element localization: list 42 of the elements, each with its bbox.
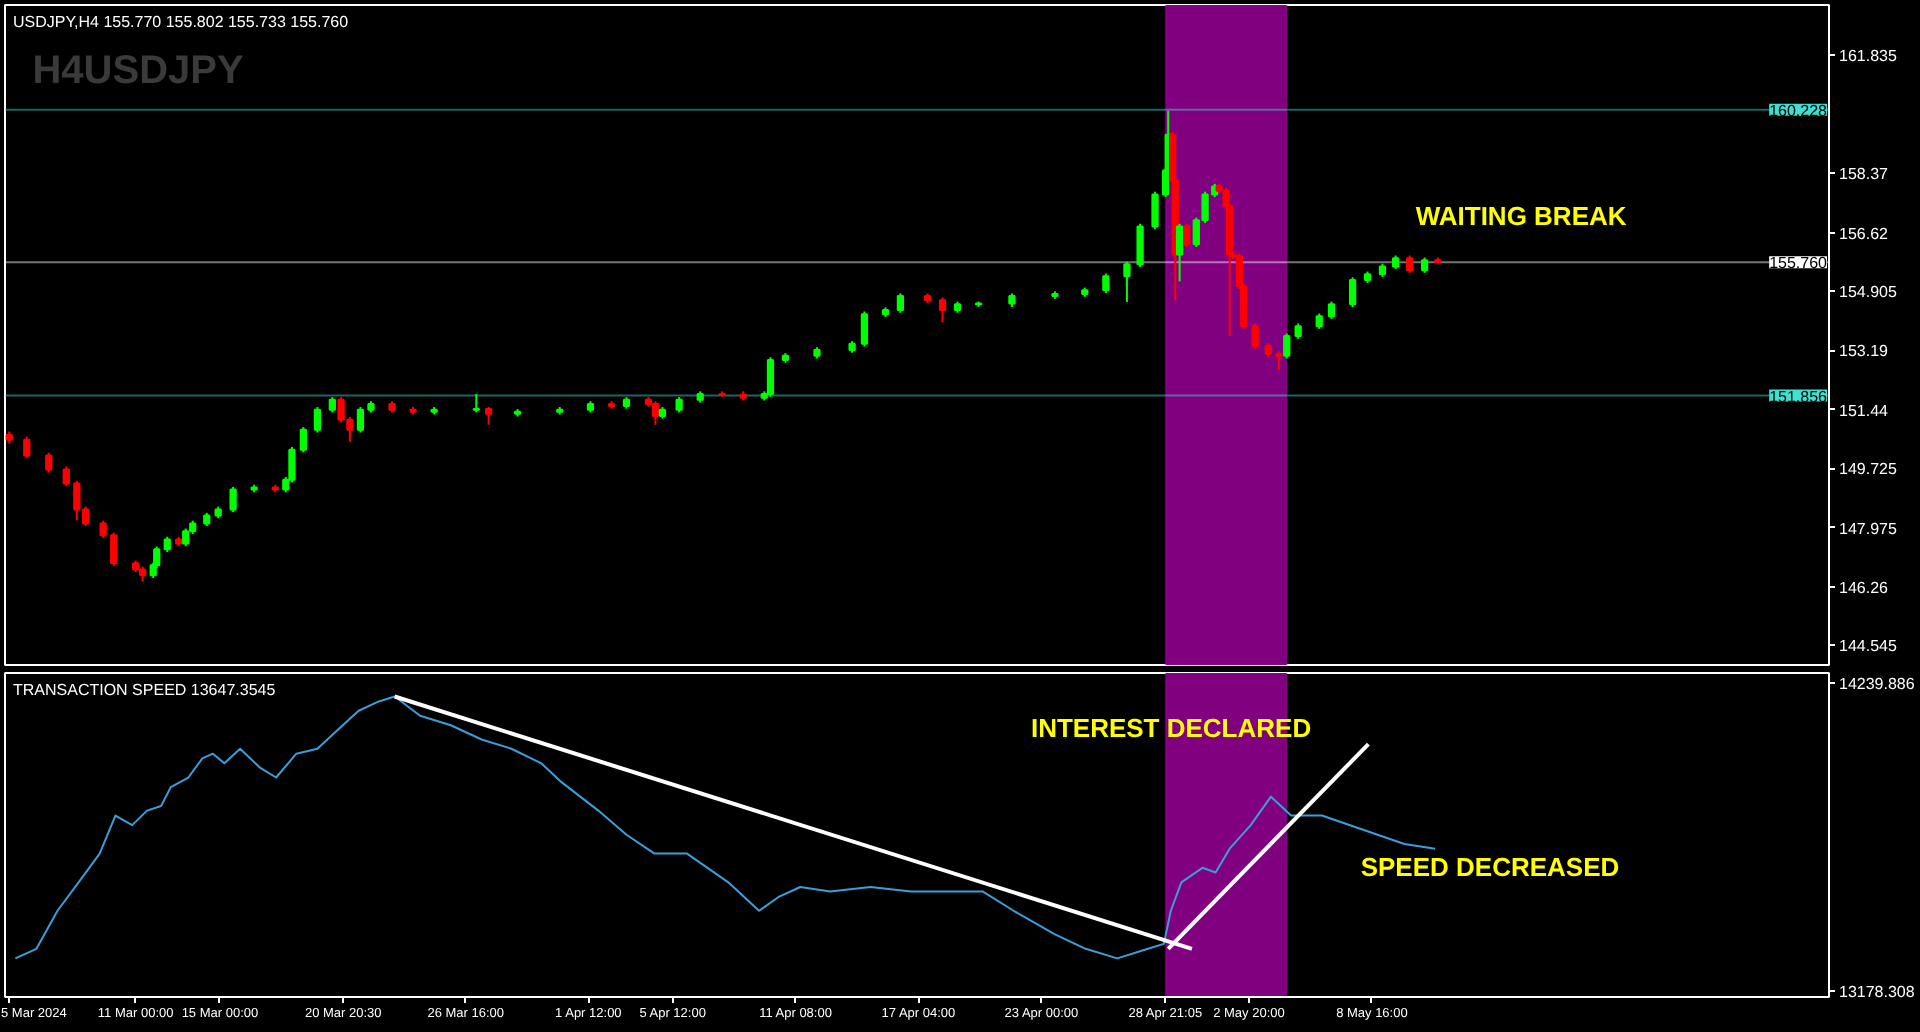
y-tick-label: 147.975 [1839, 519, 1898, 538]
y-tick-label: 161.835 [1839, 46, 1898, 65]
candlestick [1123, 260, 1131, 303]
annotation: H4USDJPY [32, 49, 245, 93]
candlestick [45, 451, 53, 474]
text: USDJPY,H4 155.770 155.802 155.733 155.760 [13, 13, 350, 31]
y-tick-label: 158.37 [1839, 165, 1890, 184]
y-tick-label: 14239.886 [1839, 674, 1916, 693]
candlestick [1348, 276, 1357, 309]
candlestick [651, 400, 660, 426]
candlestick [1102, 272, 1110, 295]
ref-line-label: 155.760 [1769, 254, 1829, 273]
candlestick [23, 435, 31, 460]
candlestick [860, 310, 869, 348]
candlestick [1183, 222, 1191, 248]
candlestick [472, 393, 480, 414]
candlestick [938, 296, 947, 324]
candlestick [1136, 222, 1144, 269]
y-tick-label: 13178.308 [1839, 983, 1916, 1002]
y-tick-label: 153.19 [1839, 342, 1890, 361]
candlestick [1283, 332, 1291, 360]
y-tick-label: 144.545 [1839, 637, 1898, 656]
candlestick [288, 445, 296, 484]
candlestick [1251, 322, 1259, 350]
ref-line-label: 151.856 [1769, 387, 1829, 406]
candlestick [1175, 222, 1184, 283]
y-tick-label: 146.26 [1839, 578, 1890, 597]
candlestick [153, 545, 161, 570]
candlestick [313, 406, 322, 434]
annotation: SPEED DECREASED [1360, 852, 1620, 883]
ref-line-label: 160.228 [1769, 101, 1829, 120]
annotation: INTEREST DECLARED [1030, 713, 1312, 744]
text: TRANSACTION SPEED 13647.3545 [13, 681, 277, 699]
candlestick [229, 485, 237, 514]
y-tick-label: 156.62 [1839, 224, 1890, 243]
y-tick-label: 154.905 [1839, 283, 1898, 302]
annotation: WAITING BREAK [1415, 201, 1628, 232]
candlestick [299, 426, 307, 454]
y-tick-label: 149.725 [1839, 460, 1898, 479]
y-tick-label: 151.44 [1839, 401, 1890, 420]
candlestick [766, 356, 775, 398]
candlestick [896, 292, 905, 314]
